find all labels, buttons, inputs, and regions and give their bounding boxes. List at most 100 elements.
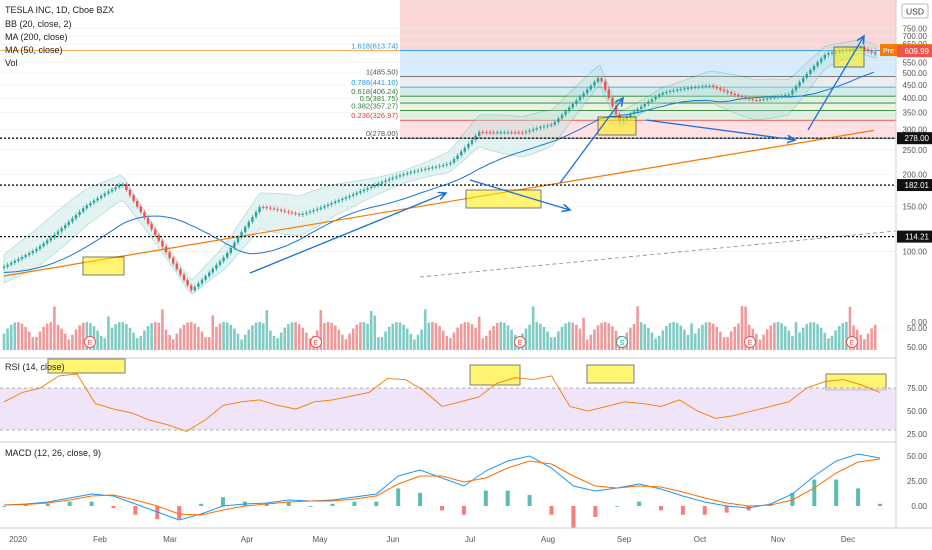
candle-body[interactable] bbox=[359, 191, 362, 193]
candle-body[interactable] bbox=[161, 240, 164, 247]
candle-body[interactable] bbox=[89, 202, 92, 206]
currency-button[interactable]: USD bbox=[901, 3, 929, 19]
candle-body[interactable] bbox=[467, 143, 470, 148]
candle-body[interactable] bbox=[362, 189, 366, 192]
candle-body[interactable] bbox=[769, 97, 772, 99]
candle-body[interactable] bbox=[190, 285, 193, 291]
candle-body[interactable] bbox=[301, 213, 304, 215]
candle-body[interactable] bbox=[20, 256, 24, 259]
candle-body[interactable] bbox=[740, 96, 744, 98]
candle-body[interactable] bbox=[553, 122, 556, 125]
candle-body[interactable] bbox=[150, 223, 153, 230]
candle-body[interactable] bbox=[82, 208, 85, 212]
candle-body[interactable] bbox=[661, 92, 664, 95]
candle-body[interactable] bbox=[683, 88, 686, 90]
earnings-marker[interactable] bbox=[616, 336, 628, 348]
candle-body[interactable] bbox=[348, 195, 351, 198]
candle-body[interactable] bbox=[798, 81, 801, 87]
candle-body[interactable] bbox=[35, 248, 38, 252]
candle-body[interactable] bbox=[28, 253, 31, 256]
candle-body[interactable] bbox=[427, 168, 430, 170]
candle-body[interactable] bbox=[204, 276, 207, 280]
candle-body[interactable] bbox=[334, 201, 337, 203]
candle-body[interactable] bbox=[280, 209, 283, 211]
candle-body[interactable] bbox=[636, 109, 639, 112]
candle-body[interactable] bbox=[240, 232, 243, 238]
candle-body[interactable] bbox=[10, 262, 13, 265]
candle-body[interactable] bbox=[780, 95, 783, 97]
candle-body[interactable] bbox=[49, 237, 52, 241]
candle-body[interactable] bbox=[64, 225, 67, 229]
horizontal-levels[interactable] bbox=[0, 137, 896, 238]
candle-body[interactable] bbox=[175, 263, 178, 270]
candle-body[interactable] bbox=[568, 107, 571, 112]
candle-body[interactable] bbox=[546, 125, 549, 127]
candle-body[interactable] bbox=[701, 86, 704, 88]
candle-body[interactable] bbox=[791, 90, 794, 95]
candle-body[interactable] bbox=[470, 139, 474, 144]
trend-arrow[interactable] bbox=[249, 193, 446, 274]
candle-body[interactable] bbox=[805, 73, 808, 78]
candle-body[interactable] bbox=[647, 101, 650, 105]
candle-body[interactable] bbox=[200, 279, 204, 284]
rsi-legend[interactable]: RSI (14, close) bbox=[5, 362, 65, 372]
candle-body[interactable] bbox=[866, 49, 870, 51]
ma200-legend[interactable]: MA (200, close) bbox=[5, 32, 68, 42]
trend-arrow[interactable] bbox=[807, 36, 864, 131]
candle-body[interactable] bbox=[578, 96, 582, 101]
candle-body[interactable] bbox=[496, 132, 499, 134]
candle-body[interactable] bbox=[586, 89, 589, 94]
candle-body[interactable] bbox=[679, 88, 682, 90]
candle-body[interactable] bbox=[330, 202, 333, 205]
macd-legend[interactable]: MACD (12, 26, close, 9) bbox=[5, 448, 101, 458]
candle-body[interactable] bbox=[730, 92, 733, 94]
candle-body[interactable] bbox=[287, 211, 290, 213]
candle-body[interactable] bbox=[686, 87, 690, 89]
candle-body[interactable] bbox=[539, 127, 542, 129]
candle-body[interactable] bbox=[596, 78, 600, 82]
candle-body[interactable] bbox=[128, 189, 132, 196]
candle-body[interactable] bbox=[510, 132, 513, 134]
candle-body[interactable] bbox=[463, 147, 466, 152]
candle-body[interactable] bbox=[56, 231, 60, 235]
highlight-box[interactable] bbox=[586, 364, 635, 384]
candle-body[interactable] bbox=[154, 229, 157, 236]
candle-body[interactable] bbox=[179, 269, 182, 275]
candle-body[interactable] bbox=[676, 89, 679, 91]
candle-body[interactable] bbox=[755, 99, 758, 101]
candle-body[interactable] bbox=[247, 221, 250, 227]
candle-body[interactable] bbox=[254, 211, 258, 217]
candle-body[interactable] bbox=[668, 91, 672, 93]
candle-body[interactable] bbox=[712, 85, 715, 87]
candle-body[interactable] bbox=[665, 92, 668, 94]
candle-body[interactable] bbox=[229, 247, 232, 253]
candle-body[interactable] bbox=[611, 97, 614, 107]
candle-body[interactable] bbox=[794, 86, 798, 91]
candle-body[interactable] bbox=[121, 184, 124, 186]
candle-body[interactable] bbox=[607, 89, 610, 98]
candle-body[interactable] bbox=[542, 126, 546, 128]
candle-body[interactable] bbox=[96, 198, 99, 201]
highlight-box[interactable] bbox=[47, 358, 126, 374]
candle-body[interactable] bbox=[524, 131, 528, 133]
candle-body[interactable] bbox=[431, 167, 434, 169]
candle-body[interactable] bbox=[413, 171, 416, 173]
candle-body[interactable] bbox=[298, 214, 301, 216]
candle-body[interactable] bbox=[748, 98, 751, 100]
candle-body[interactable] bbox=[193, 286, 196, 291]
candle-body[interactable] bbox=[305, 212, 308, 214]
candle-body[interactable] bbox=[582, 93, 585, 97]
candle-body[interactable] bbox=[269, 207, 272, 209]
candle-body[interactable] bbox=[409, 172, 412, 174]
candle-body[interactable] bbox=[13, 260, 16, 263]
candle-body[interactable] bbox=[816, 62, 819, 67]
candle-body[interactable] bbox=[528, 130, 531, 132]
candle-body[interactable] bbox=[766, 98, 769, 100]
candle-body[interactable] bbox=[654, 96, 657, 100]
candle-body[interactable] bbox=[708, 85, 711, 87]
highlight-box[interactable] bbox=[469, 364, 521, 386]
candle-body[interactable] bbox=[370, 186, 373, 189]
candle-body[interactable] bbox=[46, 240, 49, 244]
candle-body[interactable] bbox=[258, 207, 261, 212]
candle-body[interactable] bbox=[2, 266, 6, 268]
